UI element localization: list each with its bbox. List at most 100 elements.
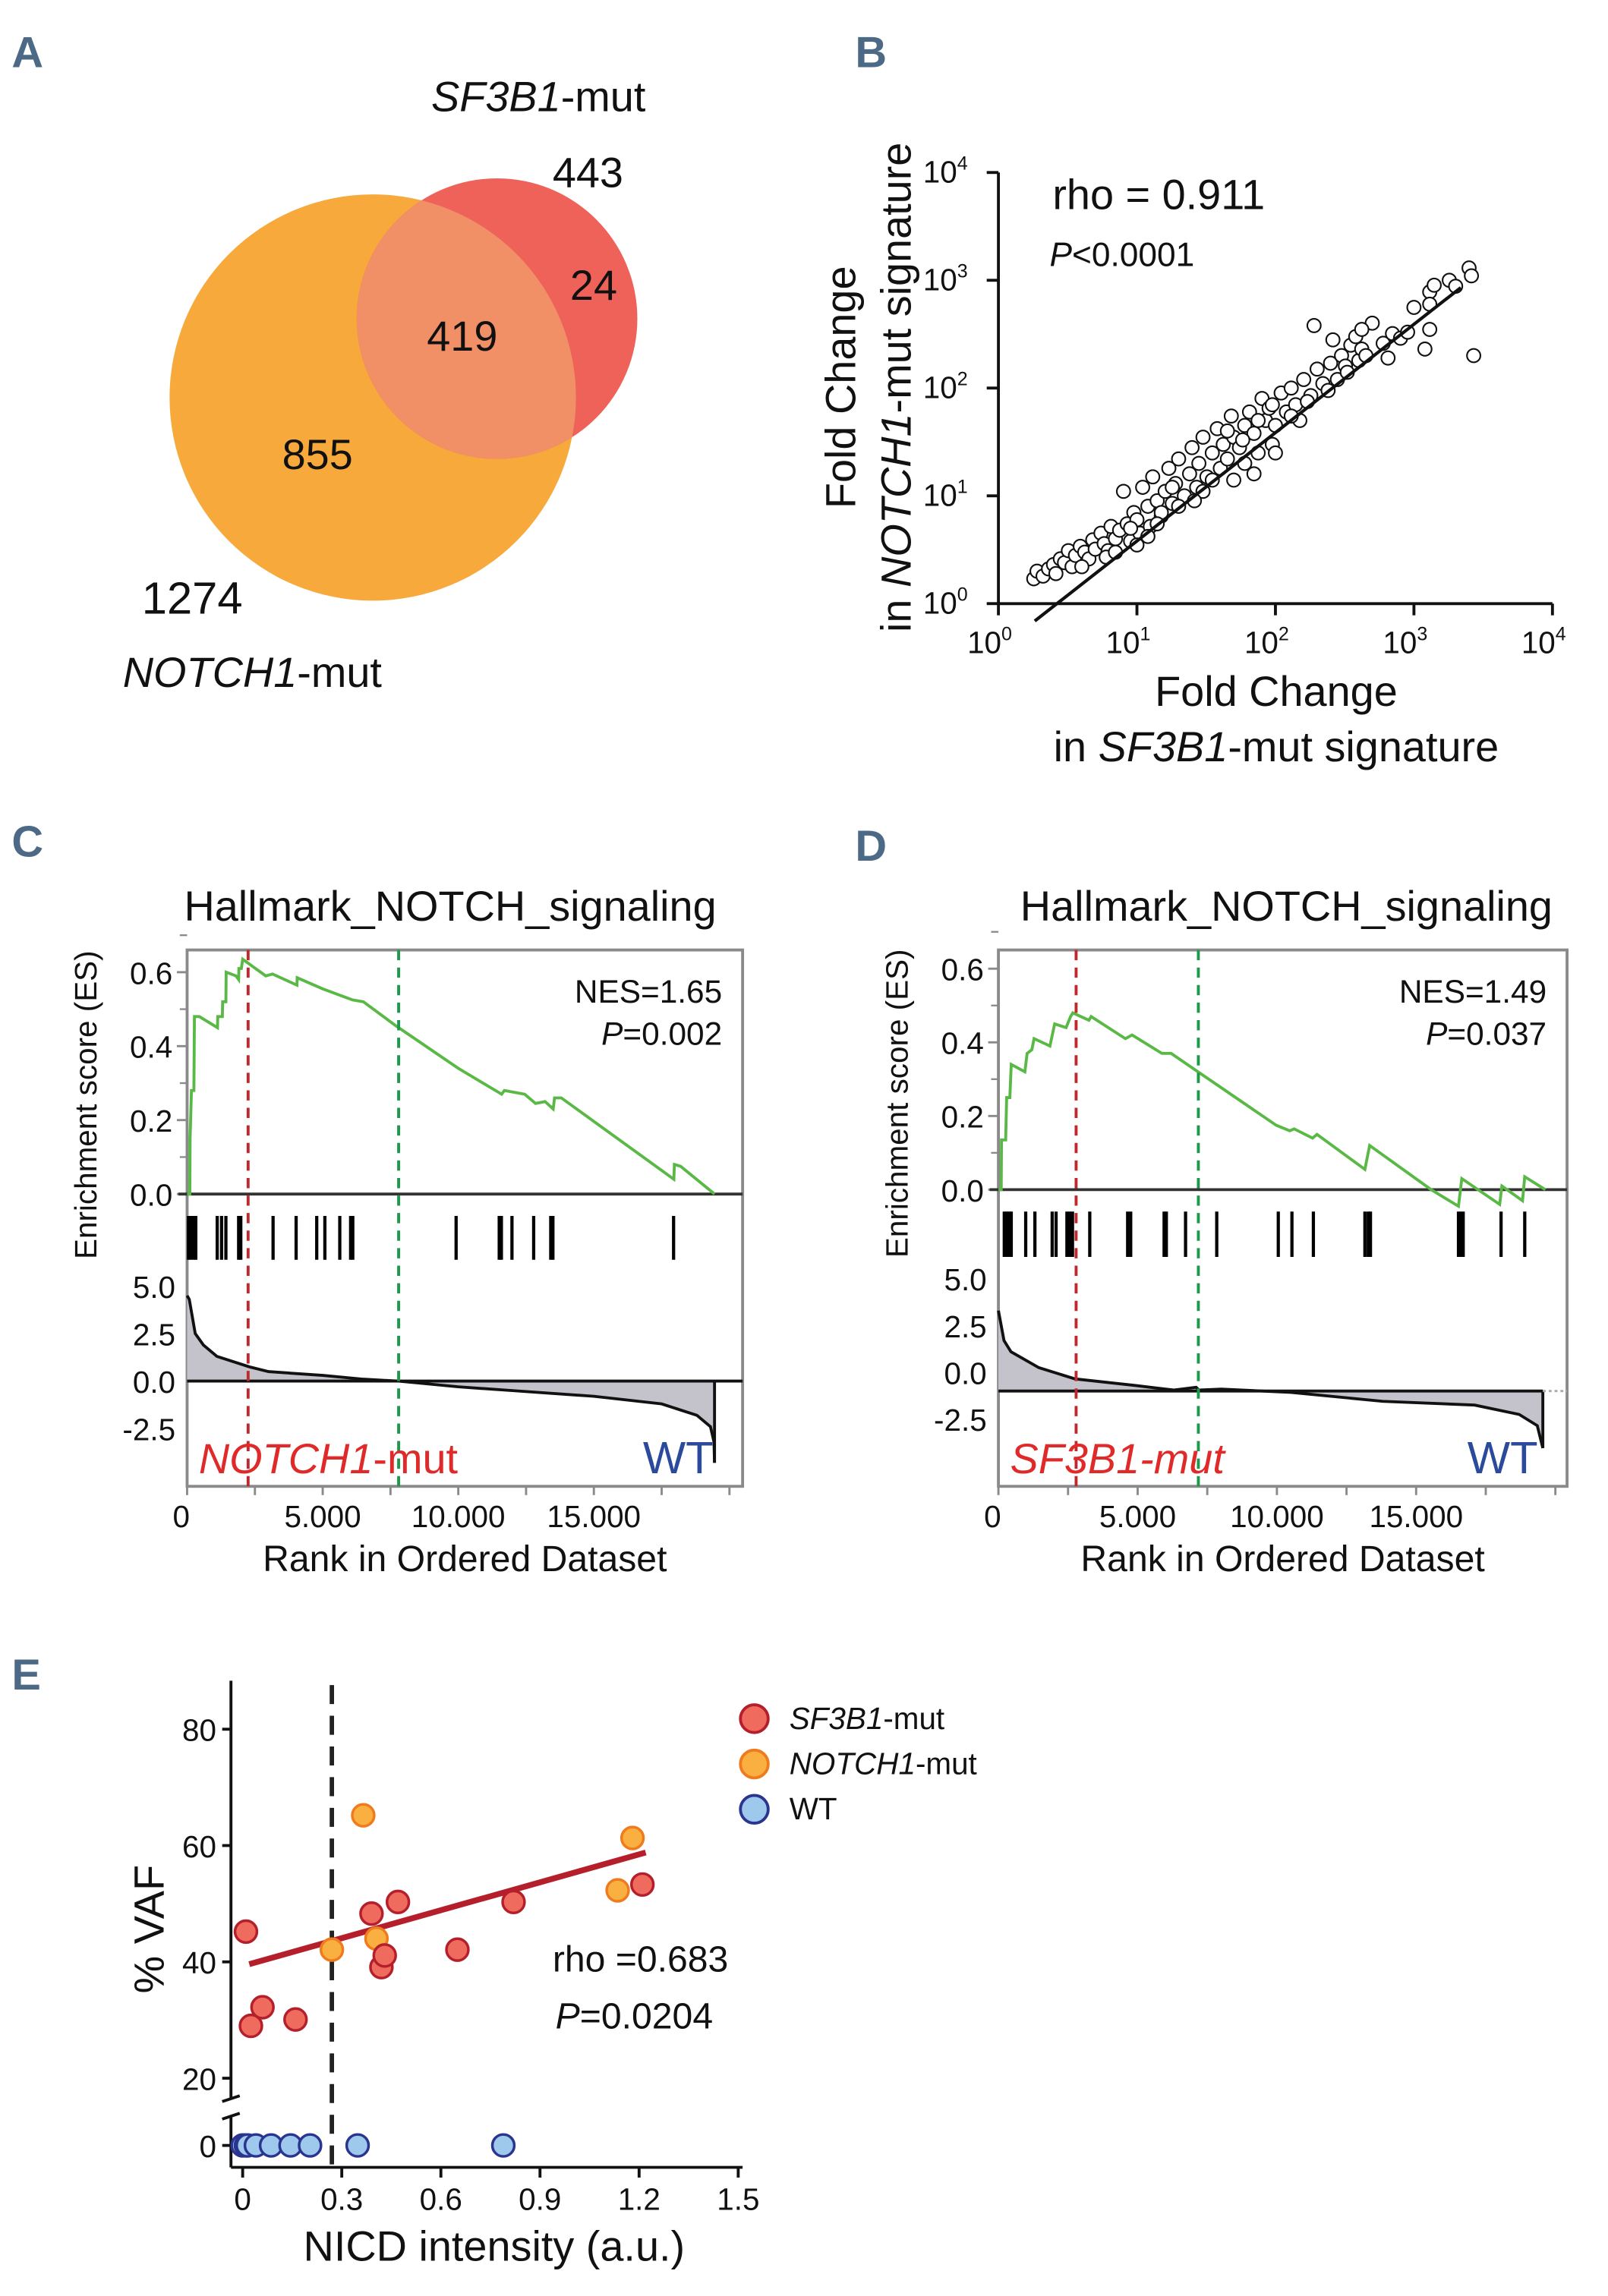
panel-label-d: D <box>855 822 887 871</box>
es-tick-label: 0.4 <box>941 1026 984 1061</box>
e-x-tick-label: 0.9 <box>519 2181 561 2216</box>
metric-tick-label: 2.5 <box>133 1317 175 1352</box>
e-data-point <box>620 1825 645 1850</box>
gsea-ylabel: Enrichment score (ES) <box>880 949 915 1258</box>
b-data-point <box>1246 466 1262 482</box>
tick-base: 10 <box>923 155 957 190</box>
b-data-point <box>1191 455 1207 471</box>
es-tick-label: 0.0 <box>941 1173 984 1208</box>
e-x-tick-label: 0.6 <box>420 2181 462 2216</box>
panel-label-e: E <box>11 1651 41 1699</box>
e-fit-line <box>248 1850 647 1967</box>
b-data-point <box>1115 483 1131 499</box>
gsea-xlabel: Rank in Ordered Dataset <box>263 1539 667 1579</box>
tick-exp: 1 <box>957 476 968 497</box>
e-x-tick-label: 1.5 <box>717 2181 759 2216</box>
metric-tick-label: 5.0 <box>944 1262 986 1297</box>
gene: SF3B1 <box>790 1701 884 1736</box>
b-data-point <box>1306 318 1322 333</box>
b-data-point <box>1325 332 1341 348</box>
x-tick-label: 0 <box>984 1499 1001 1534</box>
metric-tick-label: 5.0 <box>133 1270 175 1305</box>
p-italic: P <box>1426 1016 1447 1052</box>
es-curve <box>998 1011 1547 1209</box>
legend-marker <box>739 1703 770 1734</box>
venn-only-sf3b1: 24 <box>570 261 617 309</box>
x-tick-label: 15.000 <box>1369 1499 1463 1534</box>
venn-label-sf3b1: SF3B1-mut <box>431 72 646 120</box>
x-tick-label: 5.000 <box>284 1499 361 1534</box>
b-data-point <box>1226 472 1241 488</box>
panel-d-gsea: Hallmark_NOTCH_signaling Enrichment score… <box>880 882 1569 1579</box>
gene: NOTCH1 <box>790 1746 916 1781</box>
e-x-tick-label: 0.3 <box>320 2181 363 2216</box>
venn-label-notch1: NOTCH1-mut <box>123 648 383 696</box>
b-y-tick-label: 101 <box>923 476 968 512</box>
b-x-tick-label: 100 <box>967 623 1012 660</box>
gene: NOTCH1 <box>199 1435 374 1482</box>
phenotype-label-wt: WT <box>1468 1432 1538 1483</box>
e-data-point <box>385 1889 411 1915</box>
panel-e-scatter: rho =0.683 P=0.0204 NICD intensity (a.u.… <box>125 1680 977 2270</box>
b-xlabel-1: Fold Change <box>1155 667 1398 715</box>
e-axis-break <box>222 2112 241 2121</box>
e-y-tick-label: 40 <box>182 1945 216 1980</box>
e-data-point <box>233 1919 259 1945</box>
e-data-point <box>298 2133 323 2158</box>
b-y-tick-label: 103 <box>923 260 968 297</box>
x-tick-label: 5.000 <box>1099 1499 1176 1534</box>
es-tick-label: 0.2 <box>941 1100 984 1135</box>
phenotype-label-wt: WT <box>643 1432 714 1483</box>
e-y-tick-label: 80 <box>182 1713 216 1748</box>
tick-base: 10 <box>923 263 957 298</box>
e-x-tick-label: 0 <box>234 2181 251 2216</box>
legend-label: WT <box>790 1791 837 1826</box>
b-data-point <box>1283 380 1299 396</box>
p-rest: =0.002 <box>623 1016 722 1052</box>
b-data-point <box>1250 413 1266 428</box>
b-x-tick-label: 102 <box>1244 623 1289 660</box>
b-data-point <box>1380 350 1396 366</box>
tick-exp: 2 <box>957 368 968 389</box>
b-data-point <box>1466 348 1482 364</box>
e-data-point <box>283 2007 308 2032</box>
b-data-point <box>1309 361 1325 377</box>
suffix: -mut <box>373 1435 458 1482</box>
b-x-tick-label: 101 <box>1106 623 1151 660</box>
b-data-point <box>1268 445 1283 461</box>
b-data-point <box>1234 432 1250 448</box>
b-data-point <box>1165 480 1181 495</box>
b-data-point <box>1145 469 1161 485</box>
tick-exp: 2 <box>1279 623 1289 644</box>
e-data-point <box>319 1937 345 1962</box>
b-data-point <box>1464 268 1480 284</box>
b-data-point <box>1223 408 1239 424</box>
nes-value: NES=1.49 <box>1399 974 1547 1009</box>
e-data-point <box>351 1803 376 1828</box>
e-pvalue: P=0.0204 <box>556 1996 713 2037</box>
b-data-point <box>1184 439 1200 455</box>
b-data-point <box>1417 341 1433 357</box>
suffix: -mut <box>883 1701 944 1736</box>
panel-c-gsea: Hallmark_NOTCH_signaling Enrichment score… <box>68 882 745 1579</box>
metric-area <box>187 1295 715 1463</box>
gene: SF3B1 <box>1010 1435 1140 1482</box>
e-y-tick-label: 0 <box>199 2129 216 2164</box>
gsea-frame <box>997 948 1569 1488</box>
es-curve <box>187 956 716 1196</box>
b-data-point <box>1048 565 1064 581</box>
e-data-point <box>605 1878 630 1903</box>
b-data-point <box>1219 423 1235 439</box>
b-ylabel-1: Fold Change <box>816 266 864 509</box>
b-data-point <box>1181 466 1197 482</box>
b-data-point <box>1296 372 1312 387</box>
e-data-point <box>501 1889 526 1915</box>
b-fit-line <box>1033 286 1462 622</box>
x-tick-label: 10.000 <box>1230 1499 1324 1534</box>
p-value: P=0.037 <box>1426 1016 1547 1052</box>
tick-exp: 0 <box>957 584 968 605</box>
p-rest: =0.037 <box>1447 1016 1547 1052</box>
legend-marker <box>739 1748 770 1780</box>
tick-base: 10 <box>1106 625 1140 660</box>
